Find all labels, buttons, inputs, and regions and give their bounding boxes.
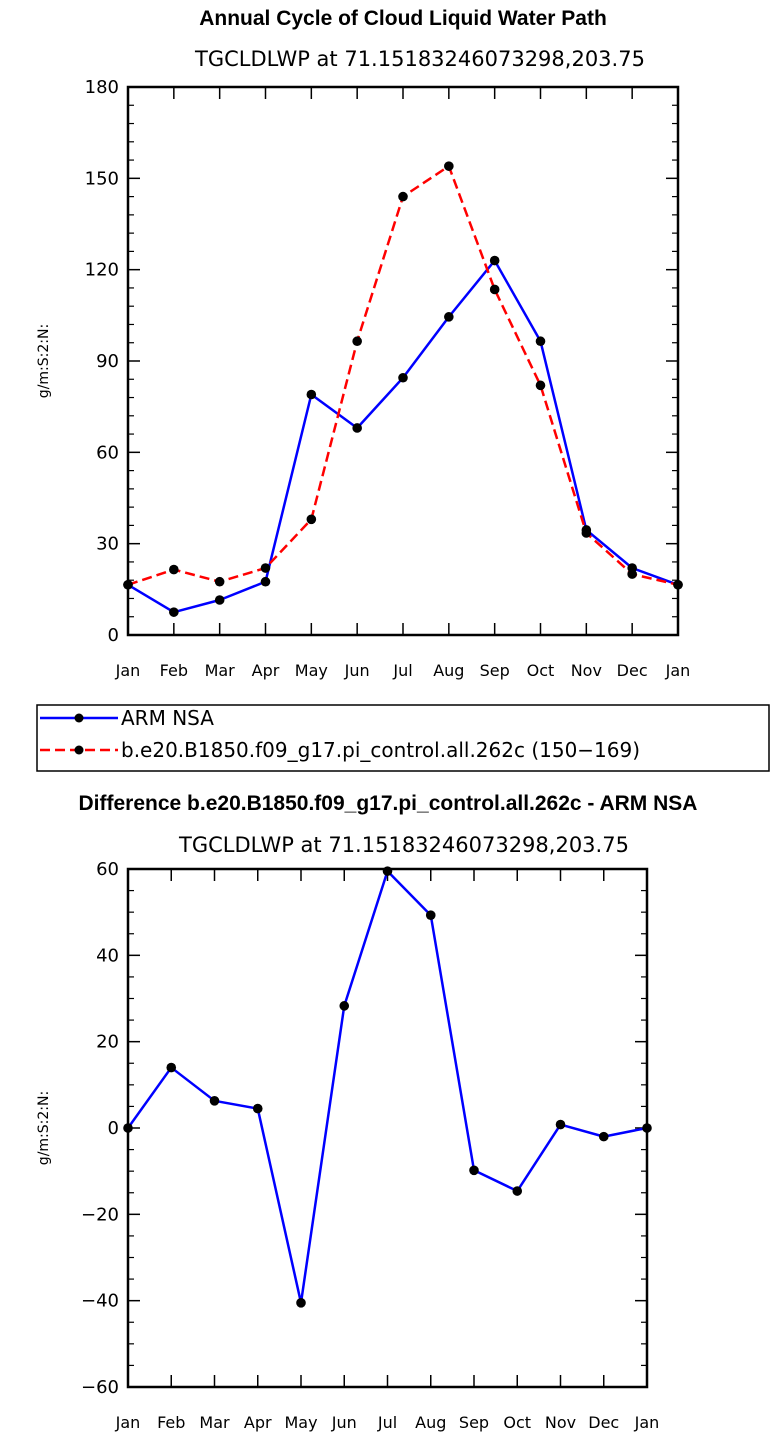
chart2-x-tick-label-jan: Jan: [634, 1413, 660, 1432]
chart2-series-0-point-nov: [555, 1119, 566, 1130]
chart1-series-0-point-aug: [444, 312, 454, 322]
legend-label-arm-nsa: ARM NSA: [121, 706, 214, 730]
chart1-x-tick-label-mar: Mar: [205, 661, 236, 680]
legend-box: [36, 704, 770, 772]
chart2-x-tick-label-jan: Jan: [115, 1413, 141, 1432]
chart2-series-0-point-oct: [512, 1186, 523, 1196]
chart1-series-0-point-mar: [214, 595, 225, 605]
chart2-series-0-point-dec: [598, 1131, 609, 1142]
chart1-series-0-point-apr: [260, 576, 271, 587]
chart2-subtitle: TGCLDLWP at 71.15183246073298,203.75: [178, 833, 629, 857]
chart1-series-1-point-mar: [214, 576, 225, 587]
chart1-series-1-point-jun: [352, 336, 362, 347]
chart2-x-tick-label-mar: Mar: [199, 1413, 230, 1432]
chart1-series-0-point-sep: [489, 255, 500, 266]
chart1-series-0-point-feb: [169, 607, 179, 617]
chart1-y-tick-label: 180: [85, 77, 119, 98]
chart2-y-tick-label: 60: [96, 859, 119, 880]
chart2-y-tick-label: −20: [81, 1204, 119, 1225]
chart1-x-tick-label-jun: Jun: [344, 661, 370, 680]
chart1-y-axis-title: g/m:S:2:N:: [36, 324, 52, 398]
chart1-series-1-point-dec: [627, 569, 637, 579]
chart1-x-tick-label-aug: Aug: [433, 661, 464, 680]
chart2-series-0-point-apr: [252, 1103, 263, 1114]
chart1-series-1-point-nov: [581, 528, 592, 538]
chart1-series-0-point-may: [306, 389, 317, 400]
chart1-x-tick-label-jan: Jan: [115, 661, 141, 680]
chart2-series-0-point-feb: [166, 1062, 177, 1073]
chart2-x-tick-label-may: May: [284, 1413, 317, 1432]
difference-chart: Difference b.e20.B1850.f09_g17.pi_contro…: [36, 792, 697, 1432]
chart2-series-0-point-jun: [339, 1001, 350, 1011]
chart2-x-tick-label-aug: Aug: [415, 1413, 446, 1432]
chart1-legend: ARM NSA b.e20.B1850.f09_g17.pi_control.a…: [36, 704, 770, 772]
chart1-y-tick-label: 0: [108, 625, 119, 646]
chart1-series-1-point-may: [306, 514, 317, 525]
chart1-x-tick-label-oct: Oct: [527, 661, 555, 680]
chart2-title: Difference b.e20.B1850.f09_g17.pi_contro…: [79, 792, 698, 815]
chart2-x-tick-label-sep: Sep: [459, 1413, 489, 1432]
chart2-x-tick-label-feb: Feb: [157, 1413, 185, 1432]
legend-marker-arm-nsa: [74, 713, 84, 723]
chart1-series-0-point-oct: [535, 336, 546, 347]
chart1-y-tick-label: 90: [96, 351, 119, 372]
chart2-series-line-0: [126, 869, 648, 1305]
chart2-y-tick-label: 0: [108, 1118, 119, 1139]
chart1-x-tick-label-may: May: [295, 661, 328, 680]
legend-marker-model: [74, 745, 84, 755]
chart2-x-tick-label-dec: Dec: [588, 1413, 619, 1432]
chart2-y-tick-label: −60: [81, 1377, 119, 1398]
chart2-x-tick-label-oct: Oct: [503, 1413, 531, 1432]
chart1-y-tick-label: 120: [85, 260, 119, 281]
chart2-y-tick-label: −40: [81, 1291, 119, 1312]
chart1-series-1-point-feb: [169, 564, 179, 575]
chart1-series-line-0: [127, 259, 679, 614]
chart1-title: Annual Cycle of Cloud Liquid Water Path: [199, 7, 607, 30]
chart1-y-tick-label: 150: [85, 168, 119, 189]
chart1-y-tick-label: 30: [96, 534, 119, 555]
chart2-x-tick-label-apr: Apr: [244, 1413, 272, 1432]
legend-label-model: b.e20.B1850.f09_g17.pi_control.all.262c …: [121, 738, 640, 762]
chart1-x-tick-label-feb: Feb: [160, 661, 188, 680]
chart1-y-tick-label: 60: [96, 442, 119, 463]
chart1-x-tick-label-sep: Sep: [480, 661, 510, 680]
chart1-subtitle: TGCLDLWP at 71.15183246073298,203.75: [194, 47, 645, 71]
chart2-y-axis-title: g/m:S:2:N:: [36, 1091, 52, 1165]
chart1-x-tick-label-dec: Dec: [617, 661, 648, 680]
chart2-x-tick-label-jun: Jun: [331, 1413, 357, 1432]
chart1-series-1-point-jul: [398, 191, 408, 202]
chart2-x-tick-label-nov: Nov: [545, 1413, 576, 1432]
chart2-series-0-point-may: [296, 1298, 306, 1308]
chart1-plot-frame: [126, 85, 680, 637]
chart2-y-tick-label: 20: [96, 1032, 119, 1053]
chart2-series-0-point-aug: [425, 910, 436, 920]
chart1-series-0-point-jul: [398, 372, 408, 383]
chart2-plot-frame: [126, 867, 649, 1389]
annual-cycle-chart: Annual Cycle of Cloud Liquid Water Path …: [36, 7, 690, 680]
chart1-x-tick-label-jan: Jan: [665, 661, 691, 680]
chart1-series-1-point-apr: [260, 563, 271, 573]
chart2-x-tick-label-jul: Jul: [377, 1413, 397, 1432]
chart1-x-tick-label-nov: Nov: [571, 661, 602, 680]
chart1-x-tick-label-apr: Apr: [252, 661, 280, 680]
chart1-series-1-point-oct: [535, 380, 546, 391]
chart1-x-tick-label-jul: Jul: [392, 661, 412, 680]
chart2-series-0-point-sep: [469, 1165, 479, 1176]
chart1-series-1-point-sep: [489, 284, 500, 295]
chart2-y-tick-label: 40: [96, 945, 119, 966]
chart2-series-0-point-mar: [209, 1096, 220, 1106]
chart1-series-1-point-aug: [444, 161, 454, 171]
chart1-series-0-point-jun: [352, 423, 362, 433]
